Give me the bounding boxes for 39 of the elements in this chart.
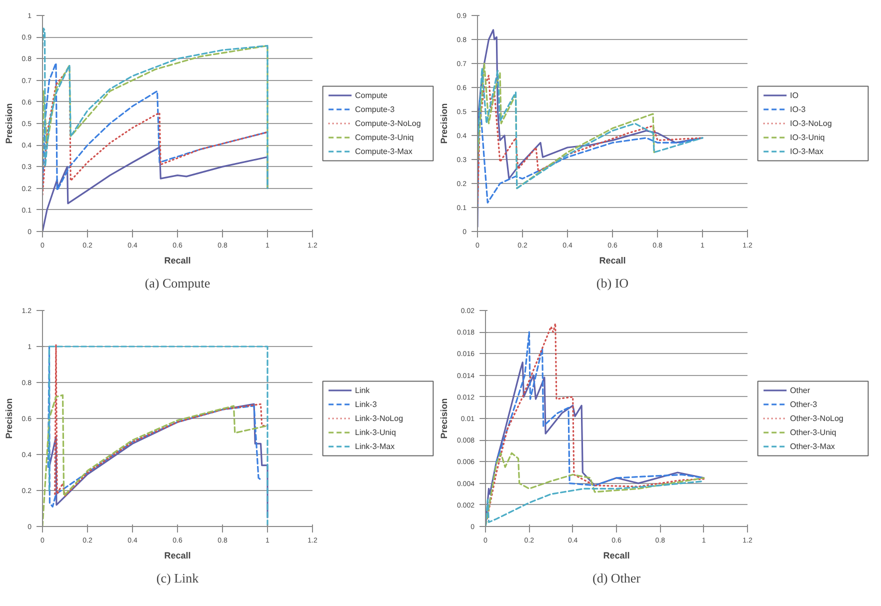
text: (b) IO	[596, 276, 629, 290]
x-axis-title: Recall	[603, 550, 630, 560]
legend-label: IO	[790, 90, 798, 100]
y-axis-title: Precision	[4, 103, 14, 144]
legend-label: Compute-3-Max	[355, 147, 412, 156]
y-axis-title: Precision	[438, 398, 449, 439]
legend-label: IO-3	[790, 104, 806, 114]
legend-label: Link-3-Max	[355, 442, 395, 452]
legend-label: Other-3	[790, 400, 818, 409]
line-series	[478, 62, 655, 190]
text: (a) Compute	[144, 276, 210, 290]
text: (c) Link	[156, 570, 200, 586]
legend-label: Compute-3-NoLog	[355, 119, 421, 128]
legend-label: Link-3-Uniq	[355, 428, 396, 438]
line-series	[478, 74, 704, 208]
legend-label: Other-3-Uniq	[790, 428, 836, 438]
line-series	[42, 146, 268, 232]
line-series	[486, 452, 705, 526]
text: (d) Other	[592, 570, 642, 586]
legend-label: Compute	[355, 90, 388, 100]
legend-label: Compute-3-Uniq	[355, 133, 414, 142]
legend-label: Other-3-Max	[790, 442, 835, 452]
x-axis-title: Recall	[164, 550, 191, 560]
legend-label: Link-3-NoLog	[355, 414, 404, 423]
y-axis-title: Precision	[438, 103, 449, 144]
legend-label: Compute-3	[355, 104, 396, 114]
x-axis-title: Recall	[599, 256, 626, 266]
legend-label: Other-3-NoLog	[790, 414, 844, 423]
legend-label: Link	[355, 386, 371, 395]
legend-label: Link-3	[355, 400, 378, 409]
legend-label: IO-3-Uniq	[790, 133, 825, 142]
legend-label: IO-3-Max	[790, 147, 824, 156]
legend-label: Other	[790, 386, 810, 395]
x-axis-title: Recall	[164, 256, 191, 266]
line-series	[478, 29, 704, 228]
y-axis-title: Precision	[4, 398, 14, 439]
line-series	[486, 480, 705, 526]
line-series	[478, 68, 704, 190]
legend-label: IO-3-NoLog	[790, 119, 832, 128]
